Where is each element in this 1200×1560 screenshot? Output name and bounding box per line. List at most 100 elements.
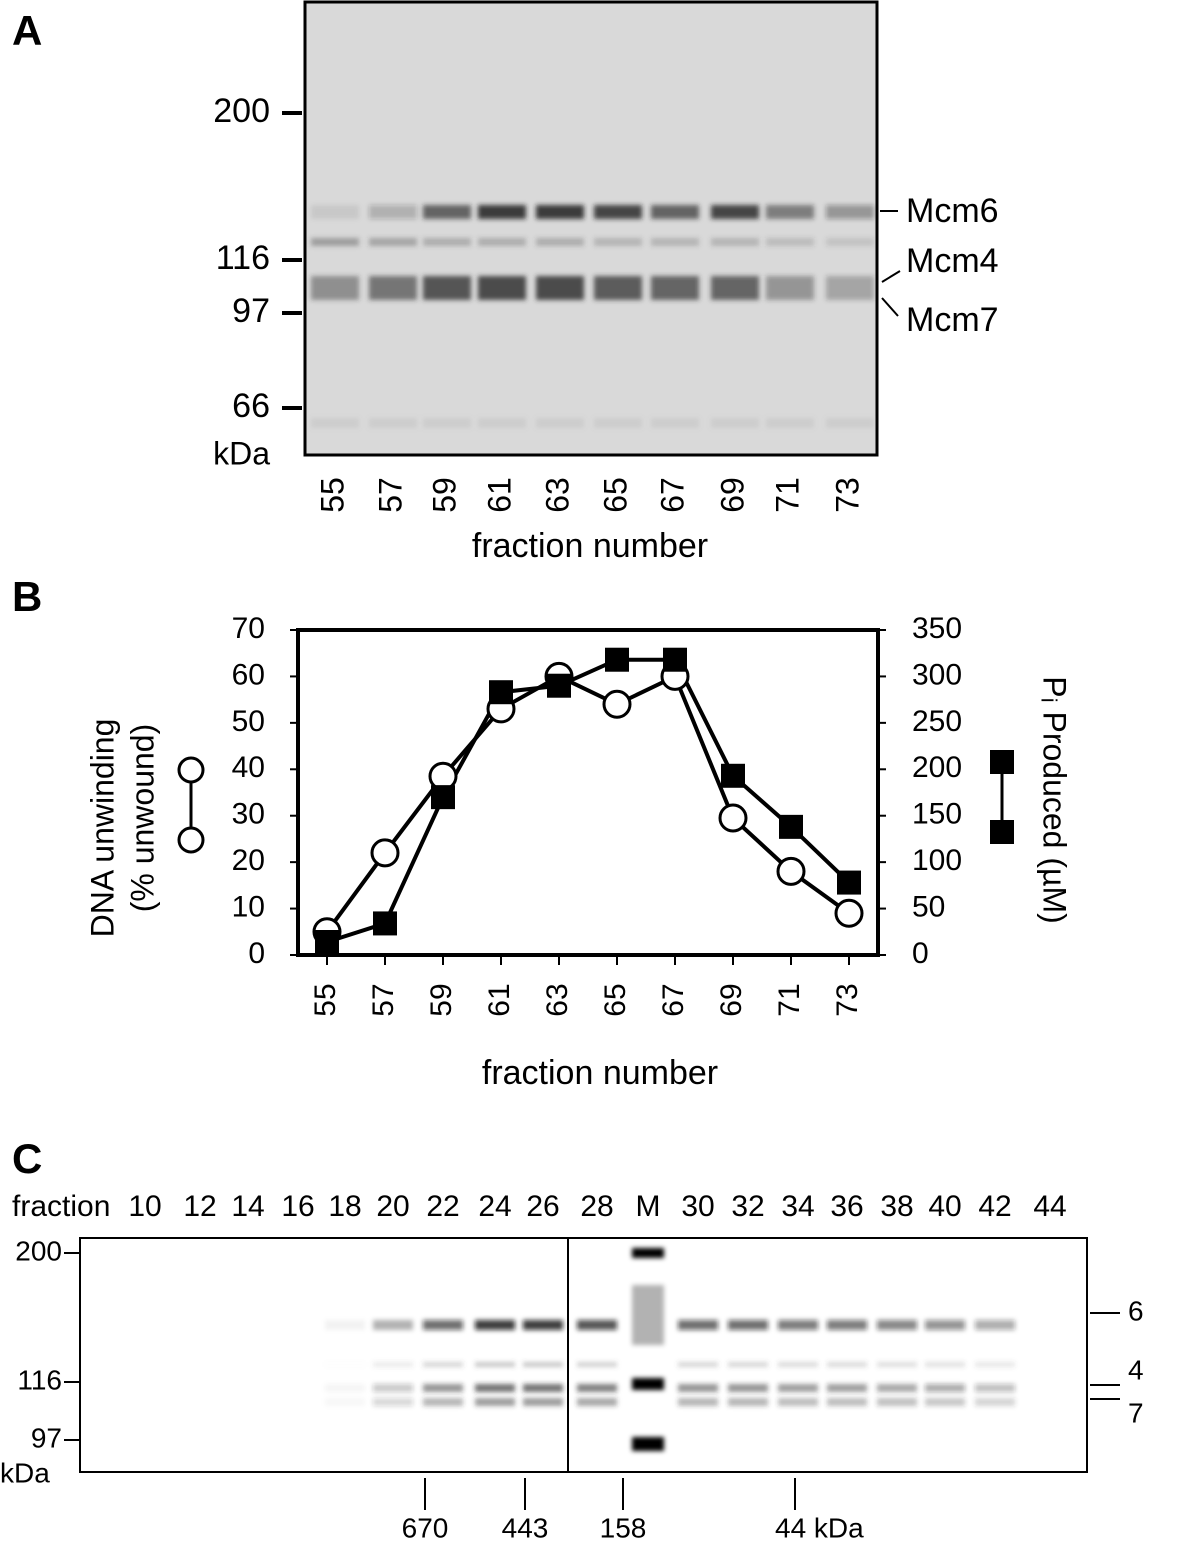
band bbox=[369, 205, 417, 219]
band bbox=[728, 1384, 768, 1392]
gel-c-bands bbox=[325, 1248, 1015, 1451]
band bbox=[478, 418, 526, 428]
x-tick-label: 71 bbox=[773, 983, 806, 1016]
band bbox=[369, 238, 417, 246]
x-tick-label: 61 bbox=[483, 983, 516, 1016]
band bbox=[577, 1320, 617, 1330]
band bbox=[678, 1320, 718, 1330]
y2-tick-label: 300 bbox=[912, 658, 962, 691]
circle-marker bbox=[834, 898, 864, 928]
band bbox=[536, 418, 584, 428]
lane-label: 55 bbox=[314, 477, 350, 513]
x-tick-label: 59 bbox=[425, 983, 458, 1016]
lane-label: 59 bbox=[426, 477, 462, 513]
x-tick-label: 65 bbox=[599, 983, 632, 1016]
band bbox=[475, 1384, 515, 1392]
legend-circle bbox=[177, 756, 205, 854]
marker-label: 116 bbox=[216, 239, 270, 277]
band bbox=[373, 1384, 413, 1392]
band bbox=[711, 238, 759, 246]
lane-label: 57 bbox=[372, 477, 408, 513]
band bbox=[475, 1398, 515, 1406]
band bbox=[925, 1362, 965, 1367]
band-label: Mcm7 bbox=[906, 301, 999, 339]
y2-tick-label: 250 bbox=[912, 705, 962, 738]
ladder-band bbox=[632, 1378, 664, 1390]
lane-label: 63 bbox=[539, 477, 575, 513]
marker-label: 66 bbox=[232, 387, 270, 425]
lane-label: M bbox=[636, 1190, 661, 1223]
band bbox=[778, 1320, 818, 1330]
band bbox=[778, 1384, 818, 1392]
band bbox=[577, 1362, 617, 1367]
band-pointer bbox=[881, 297, 899, 317]
band bbox=[594, 205, 642, 219]
band bbox=[778, 1362, 818, 1367]
lane-label: 44 bbox=[1033, 1190, 1066, 1223]
band bbox=[594, 238, 642, 246]
circle-marker bbox=[718, 803, 748, 833]
y-tick-label: 60 bbox=[232, 658, 265, 691]
band bbox=[678, 1398, 718, 1406]
size-standard-label: 670 bbox=[402, 1512, 449, 1543]
series-line bbox=[325, 673, 851, 933]
band bbox=[523, 1362, 563, 1367]
band bbox=[594, 418, 642, 428]
band-label: Mcm6 bbox=[906, 192, 999, 230]
band bbox=[423, 418, 471, 428]
lane-label: 28 bbox=[580, 1190, 613, 1223]
lane-label: 18 bbox=[328, 1190, 361, 1223]
band bbox=[423, 276, 471, 300]
panel-label: B bbox=[12, 573, 42, 620]
band bbox=[325, 1398, 365, 1406]
circle-marker bbox=[370, 838, 400, 868]
band bbox=[827, 1384, 867, 1392]
ladder-band bbox=[632, 1285, 664, 1345]
y2-tick-label: 100 bbox=[912, 844, 962, 877]
lane-label: 20 bbox=[376, 1190, 409, 1223]
band bbox=[877, 1384, 917, 1392]
y-tick-label: 10 bbox=[232, 890, 265, 923]
band bbox=[728, 1398, 768, 1406]
square-marker bbox=[837, 870, 861, 895]
x-tick-label: 67 bbox=[657, 983, 690, 1016]
x-tick-label: 63 bbox=[541, 983, 574, 1016]
band bbox=[475, 1362, 515, 1367]
band bbox=[711, 418, 759, 428]
band bbox=[778, 1398, 818, 1406]
band bbox=[651, 205, 699, 219]
band bbox=[678, 1384, 718, 1392]
lane-label: 36 bbox=[830, 1190, 863, 1223]
band-label: Mcm4 bbox=[906, 242, 999, 280]
size-standard-label: 44 kDa bbox=[775, 1512, 864, 1543]
band bbox=[373, 1320, 413, 1330]
lane-header: fraction bbox=[12, 1190, 110, 1223]
lane-label: 73 bbox=[829, 477, 865, 513]
lane-label: 34 bbox=[781, 1190, 814, 1223]
x-axis-label: fraction number bbox=[482, 1054, 718, 1092]
band bbox=[766, 276, 814, 300]
lane-label: 71 bbox=[769, 477, 805, 513]
band bbox=[827, 1320, 867, 1330]
square-marker bbox=[489, 680, 513, 705]
band bbox=[651, 276, 699, 300]
panel-label: A bbox=[12, 7, 42, 54]
square-marker bbox=[605, 647, 629, 672]
band bbox=[536, 276, 584, 300]
band bbox=[651, 238, 699, 246]
subunit-label: 6 bbox=[1128, 1295, 1144, 1326]
square-marker bbox=[779, 814, 803, 839]
square-marker bbox=[373, 911, 397, 936]
band bbox=[523, 1320, 563, 1330]
panel-label: C bbox=[12, 1135, 42, 1182]
band bbox=[826, 238, 874, 246]
band bbox=[373, 1362, 413, 1367]
band bbox=[827, 1362, 867, 1367]
band bbox=[369, 418, 417, 428]
band bbox=[826, 205, 874, 219]
square-marker bbox=[663, 647, 687, 672]
band bbox=[925, 1320, 965, 1330]
band bbox=[311, 276, 359, 300]
marker-unit: kDa bbox=[213, 435, 270, 471]
